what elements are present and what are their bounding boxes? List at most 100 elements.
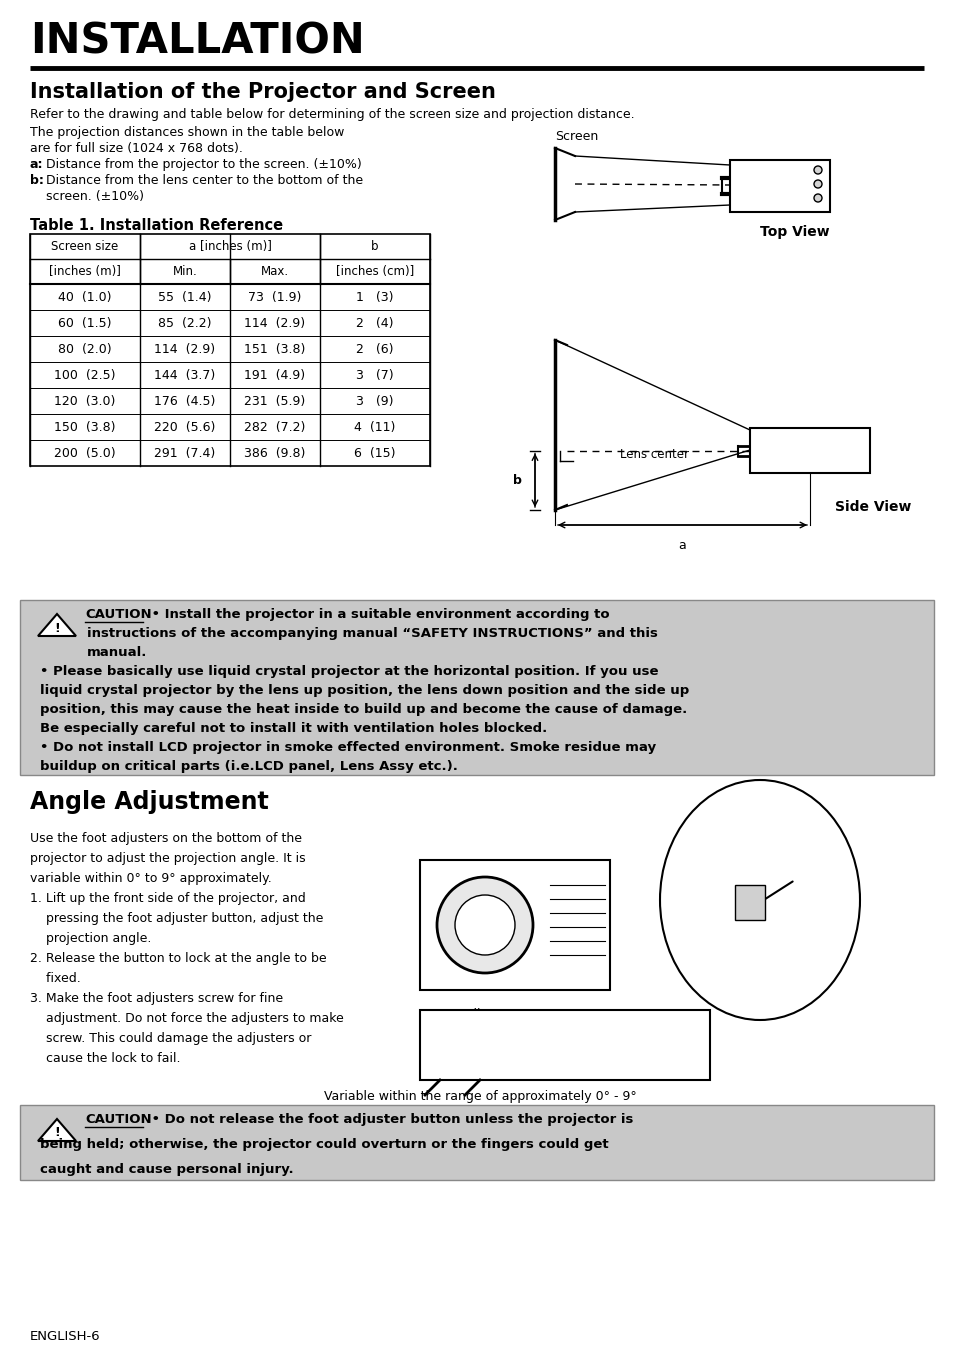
Bar bbox=[20, 600, 933, 775]
Text: 40  (1.0): 40 (1.0) bbox=[58, 290, 112, 304]
Circle shape bbox=[813, 180, 821, 188]
Text: CAUTION: CAUTION bbox=[85, 608, 152, 621]
Bar bbox=[734, 885, 764, 920]
Text: position, this may cause the heat inside to build up and become the cause of dam: position, this may cause the heat inside… bbox=[40, 703, 686, 715]
Text: 231  (5.9): 231 (5.9) bbox=[244, 394, 305, 408]
Text: 114  (2.9): 114 (2.9) bbox=[154, 343, 215, 355]
Text: b: b bbox=[513, 474, 521, 488]
Text: instructions of the accompanying manual “SAFETY INSTRUCTIONS” and this: instructions of the accompanying manual … bbox=[87, 627, 658, 640]
Text: !: ! bbox=[54, 1126, 60, 1140]
Text: ENGLISH-6: ENGLISH-6 bbox=[30, 1331, 100, 1343]
Text: Lens center: Lens center bbox=[619, 447, 688, 461]
Text: 3. Make the foot adjusters screw for fine: 3. Make the foot adjusters screw for fin… bbox=[30, 992, 283, 1005]
Text: [inches (m)]: [inches (m)] bbox=[49, 266, 121, 278]
Text: Distance from the lens center to the bottom of the: Distance from the lens center to the bot… bbox=[42, 173, 363, 187]
Text: The projection distances shown in the table below: The projection distances shown in the ta… bbox=[30, 126, 344, 140]
Polygon shape bbox=[38, 614, 76, 635]
Text: 150  (3.8): 150 (3.8) bbox=[54, 420, 115, 434]
Text: 191  (4.9): 191 (4.9) bbox=[244, 369, 305, 382]
Text: 1. Lift up the front side of the projector, and: 1. Lift up the front side of the project… bbox=[30, 892, 305, 905]
Text: • Do not install LCD projector in smoke effected environment. Smoke residue may: • Do not install LCD projector in smoke … bbox=[40, 741, 656, 753]
Text: manual.: manual. bbox=[87, 646, 147, 659]
Text: b:: b: bbox=[30, 173, 44, 187]
Text: !: ! bbox=[54, 622, 60, 634]
Text: adjustment. Do not force the adjusters to make: adjustment. Do not force the adjusters t… bbox=[30, 1012, 343, 1024]
Bar bbox=[419, 1009, 709, 1080]
Text: Variable within the range of approximately 0° - 9°: Variable within the range of approximate… bbox=[323, 1089, 636, 1103]
Text: projector to adjust the projection angle. It is: projector to adjust the projection angle… bbox=[30, 852, 305, 864]
Text: Side View: Side View bbox=[834, 500, 910, 514]
Text: buildup on critical parts (i.e.LCD panel, Lens Assy etc.).: buildup on critical parts (i.e.LCD panel… bbox=[40, 760, 457, 772]
Text: Table 1. Installation Reference: Table 1. Installation Reference bbox=[30, 218, 283, 233]
Text: 3   (9): 3 (9) bbox=[355, 394, 394, 408]
Ellipse shape bbox=[659, 780, 859, 1020]
Text: pressing the foot adjuster button, adjust the: pressing the foot adjuster button, adjus… bbox=[30, 912, 323, 925]
Text: cause the lock to fail.: cause the lock to fail. bbox=[30, 1051, 180, 1065]
Text: 114  (2.9): 114 (2.9) bbox=[244, 317, 305, 329]
Text: 2   (4): 2 (4) bbox=[355, 317, 394, 329]
Text: 73  (1.9): 73 (1.9) bbox=[248, 290, 301, 304]
Text: 80  (2.0): 80 (2.0) bbox=[58, 343, 112, 355]
Bar bbox=[419, 860, 609, 991]
Text: screw. This could damage the adjusters or: screw. This could damage the adjusters o… bbox=[30, 1033, 311, 1045]
Text: 151  (3.8): 151 (3.8) bbox=[244, 343, 305, 355]
Circle shape bbox=[436, 877, 533, 973]
Text: INSTALLATION: INSTALLATION bbox=[30, 20, 364, 62]
Text: 60  (1.5): 60 (1.5) bbox=[58, 317, 112, 329]
Text: a [inches (m)]: a [inches (m)] bbox=[189, 240, 272, 253]
Text: 386  (9.8): 386 (9.8) bbox=[244, 447, 305, 459]
Text: Foot Adjusters: Foot Adjusters bbox=[430, 1008, 518, 1022]
Text: • Install the projector in a suitable environment according to: • Install the projector in a suitable en… bbox=[147, 608, 609, 621]
Text: projection angle.: projection angle. bbox=[30, 932, 152, 944]
Circle shape bbox=[455, 896, 515, 955]
Text: are for full size (1024 x 768 dots).: are for full size (1024 x 768 dots). bbox=[30, 142, 243, 154]
Text: CAUTION: CAUTION bbox=[85, 1112, 152, 1126]
Text: Use the foot adjusters on the bottom of the: Use the foot adjusters on the bottom of … bbox=[30, 832, 302, 846]
Circle shape bbox=[813, 167, 821, 173]
Bar bbox=[729, 160, 829, 211]
Text: [inches (cm)]: [inches (cm)] bbox=[335, 266, 414, 278]
Text: variable within 0° to 9° approximately.: variable within 0° to 9° approximately. bbox=[30, 873, 272, 885]
Text: a: a bbox=[678, 539, 685, 551]
Text: 4  (11): 4 (11) bbox=[354, 420, 395, 434]
Text: Refer to the drawing and table below for determining of the screen size and proj: Refer to the drawing and table below for… bbox=[30, 108, 634, 121]
Text: 282  (7.2): 282 (7.2) bbox=[244, 420, 305, 434]
Text: Distance from the projector to the screen. (±10%): Distance from the projector to the scree… bbox=[42, 159, 361, 171]
Text: 1   (3): 1 (3) bbox=[355, 290, 394, 304]
Text: screen. (±10%): screen. (±10%) bbox=[30, 190, 144, 203]
Text: • Please basically use liquid crystal projector at the horizontal position. If y: • Please basically use liquid crystal pr… bbox=[40, 665, 658, 678]
Bar bbox=[30, 234, 430, 466]
Text: caught and cause personal injury.: caught and cause personal injury. bbox=[40, 1163, 294, 1176]
Text: 100  (2.5): 100 (2.5) bbox=[54, 369, 115, 382]
Text: being held; otherwise, the projector could overturn or the fingers could get: being held; otherwise, the projector cou… bbox=[40, 1138, 608, 1150]
Text: a:: a: bbox=[30, 159, 44, 171]
Text: Angle Adjustment: Angle Adjustment bbox=[30, 790, 269, 814]
Text: 85  (2.2): 85 (2.2) bbox=[158, 317, 212, 329]
Text: 176  (4.5): 176 (4.5) bbox=[154, 394, 215, 408]
Text: Top View: Top View bbox=[760, 225, 829, 238]
Text: Screen size: Screen size bbox=[51, 240, 118, 253]
Bar bbox=[20, 1104, 933, 1180]
Text: 2   (6): 2 (6) bbox=[355, 343, 394, 355]
Text: Installation of the Projector and Screen: Installation of the Projector and Screen bbox=[30, 83, 496, 102]
Polygon shape bbox=[38, 1119, 76, 1141]
Text: Min.: Min. bbox=[172, 266, 197, 278]
Text: 220  (5.6): 220 (5.6) bbox=[154, 420, 215, 434]
Text: 200  (5.0): 200 (5.0) bbox=[54, 447, 115, 459]
Text: 120  (3.0): 120 (3.0) bbox=[54, 394, 115, 408]
Text: Be especially careful not to install it with ventilation holes blocked.: Be especially careful not to install it … bbox=[40, 722, 547, 734]
Text: 144  (3.7): 144 (3.7) bbox=[154, 369, 215, 382]
Text: fixed.: fixed. bbox=[30, 972, 81, 985]
Text: • Do not release the foot adjuster button unless the projector is: • Do not release the foot adjuster butto… bbox=[147, 1112, 633, 1126]
Text: 2. Release the button to lock at the angle to be: 2. Release the button to lock at the ang… bbox=[30, 953, 326, 965]
Text: 55  (1.4): 55 (1.4) bbox=[158, 290, 212, 304]
Text: Screen: Screen bbox=[555, 130, 598, 144]
Text: b: b bbox=[371, 240, 378, 253]
Circle shape bbox=[813, 194, 821, 202]
Text: 3   (7): 3 (7) bbox=[355, 369, 394, 382]
Text: liquid crystal projector by the lens up position, the lens down position and the: liquid crystal projector by the lens up … bbox=[40, 684, 688, 696]
Text: 291  (7.4): 291 (7.4) bbox=[154, 447, 215, 459]
Bar bbox=[749, 428, 869, 473]
Text: 6  (15): 6 (15) bbox=[354, 447, 395, 459]
Text: Max.: Max. bbox=[261, 266, 289, 278]
